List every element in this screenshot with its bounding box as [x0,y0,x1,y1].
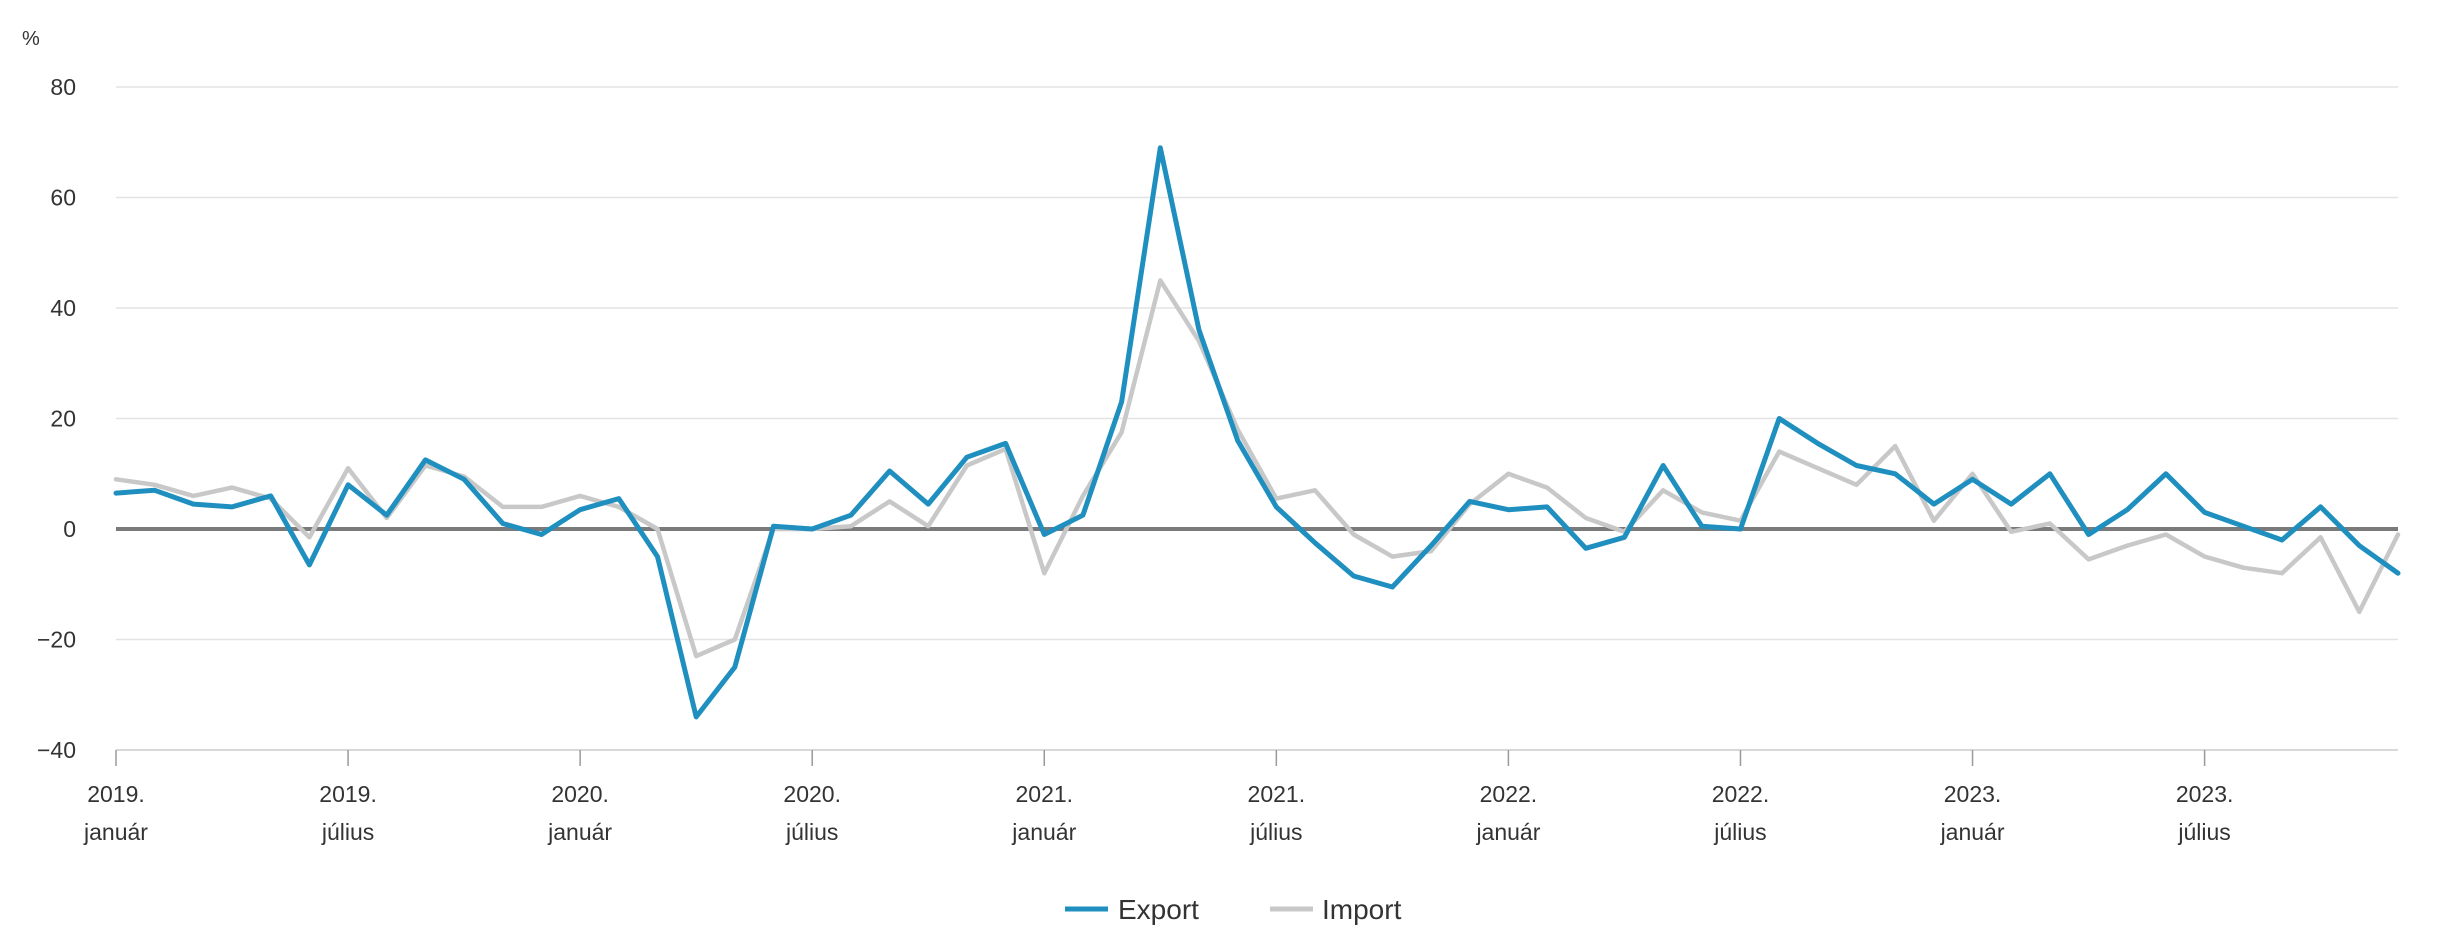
x-tick-label-year: 2019. [87,781,145,807]
y-axis-unit: % [22,28,40,50]
series-line-export [113,145,2401,720]
x-tick-label-month: január [1940,819,2005,845]
y-tick-label: 20 [50,406,76,432]
y-tick-label: −20 [37,627,76,653]
x-tick-label-month: január [83,819,148,845]
y-tick-label: 80 [50,74,76,100]
x-tick-label-year: 2020. [551,781,609,807]
x-tick-label-month: július [2177,819,2230,845]
x-tick-label-month: január [547,819,612,845]
x-tick-label-month: január [1011,819,1076,845]
y-tick-label: 40 [50,295,76,321]
series-line-import [113,278,2401,659]
x-tick-label-year: 2021. [1248,781,1306,807]
x-tick-label-year: 2019. [319,781,377,807]
y-tick-label: 0 [63,516,76,542]
x-tick-label-year: 2020. [783,781,841,807]
x-tick-label-month: július [785,819,838,845]
x-tick-label-year: 2023. [2176,781,2234,807]
y-tick-label: −40 [37,737,76,763]
x-tick-label-month: július [1249,819,1302,845]
legend-label-import: Import [1322,894,1402,925]
y-tick-label: 60 [50,185,76,211]
x-tick-label-month: július [321,819,374,845]
legend-item-import[interactable]: Import [1270,894,1402,925]
y-axis-ticks: 80 60 40 20 0 −20 −40 [37,74,76,763]
x-tick-label-year: 2021. [1015,781,1073,807]
x-axis-ticks: 2019. január 2019. július 2020. január 2020. jú… [83,750,2233,845]
x-tick-label-month: július [1713,819,1766,845]
x-tick-label-year: 2023. [1944,781,2002,807]
x-tick-label-month: január [1475,819,1540,845]
legend-label-export: Export [1118,894,1199,925]
gridlines [116,86,2398,751]
legend-item-export[interactable]: Export [1065,894,1199,925]
x-tick-label-year: 2022. [1480,781,1538,807]
series-lines [113,145,2401,720]
legend: Export Import [1065,894,1402,925]
x-tick-label-year: 2022. [1712,781,1770,807]
